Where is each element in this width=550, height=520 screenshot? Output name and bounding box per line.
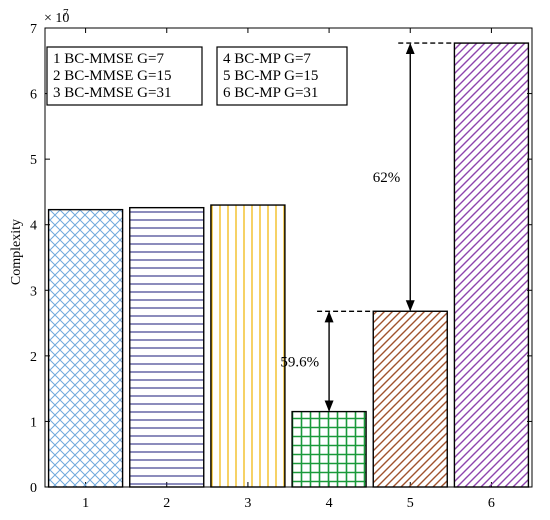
y-tick-label: 0 [30, 481, 37, 496]
y-tick-label: 5 [30, 153, 37, 168]
legend-entry: 1 BC-MMSE G=7 [53, 51, 164, 67]
y-tick-label: 1 [30, 415, 37, 430]
legend-frame [216, 46, 348, 106]
annotation-2: 62% [373, 42, 455, 312]
annotations: 59.6% 62% [280, 42, 455, 412]
legend-entry: 5 BC-MP G=15 [223, 68, 318, 84]
bar-6 [453, 42, 530, 488]
x-tick-label: 6 [488, 496, 495, 511]
legend-entry: 6 BC-MP G=31 [223, 85, 318, 101]
legend-entry: 2 BC-MMSE G=15 [53, 68, 171, 84]
bar-5 [372, 310, 448, 488]
axis-multiplier-exponent: 7 [63, 7, 69, 19]
legend: 1 BC-MMSE G=72 BC-MMSE G=153 BC-MMSE G=3… [46, 46, 348, 106]
legend-entry: 4 BC-MP G=7 [223, 51, 311, 67]
bars [47, 42, 530, 488]
x-tick-label: 2 [163, 496, 170, 511]
bar-1 [47, 208, 124, 488]
annotation-label: 59.6% [280, 354, 319, 370]
plot-frame [44, 27, 533, 488]
axis-multiplier-base: × 10 [44, 11, 69, 26]
bar-3 [210, 204, 286, 488]
legend-box-right: 4 BC-MP G=75 BC-MP G=156 BC-MP G=31 [216, 46, 348, 106]
x-tick-label: 4 [326, 496, 333, 511]
legend-box-left: 1 BC-MMSE G=72 BC-MMSE G=153 BC-MMSE G=3… [46, 46, 203, 106]
y-tick-label: 7 [30, 22, 37, 37]
axis-multiplier: × 10 7 [44, 7, 69, 26]
y-tick-label: 4 [30, 219, 37, 234]
x-tick-label: 5 [407, 496, 414, 511]
annotation-1: 59.6% [280, 310, 374, 412]
legend-entry: 3 BC-MMSE G=31 [53, 85, 171, 101]
y-tick-label: 6 [30, 88, 37, 103]
legend-frame [46, 46, 203, 106]
x-tick-label: 3 [244, 496, 251, 511]
bar-2 [129, 206, 205, 488]
y-tick-label: 3 [30, 284, 37, 299]
y-tick-label: 2 [30, 350, 37, 365]
annotation-label: 62% [373, 170, 401, 186]
y-axis-label: Complexity [9, 219, 24, 285]
x-tick-label: 1 [82, 496, 89, 511]
bar-4 [291, 410, 367, 488]
